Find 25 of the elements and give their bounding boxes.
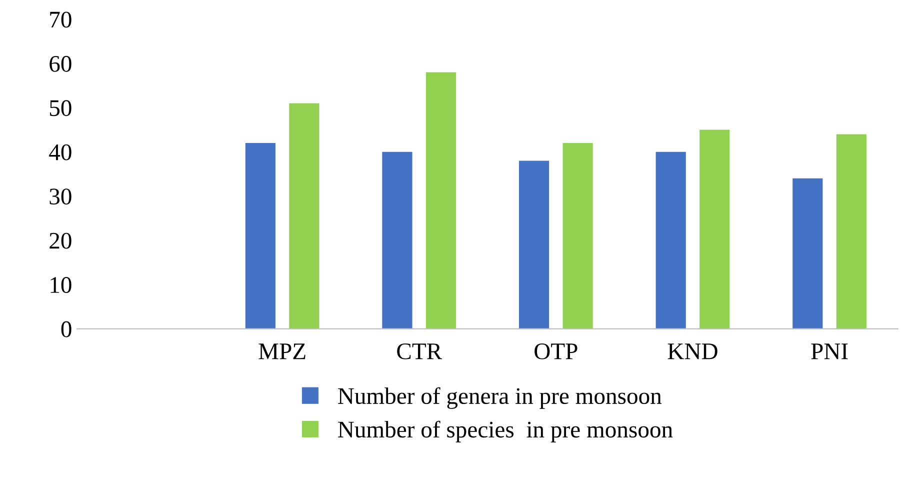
x-tick-label: OTP [534,343,578,360]
y-tick-label: 40 [49,144,72,160]
y-tick-label: 30 [50,188,72,205]
y-tick-label: 20 [50,232,72,249]
y-tick-label: 60 [50,56,72,72]
bar [289,103,320,329]
y-tick-label: 50 [50,100,72,116]
bar [382,152,412,329]
bar [836,134,866,329]
x-tick-label: MPZ [258,344,306,360]
bar [700,130,730,329]
bar [792,178,823,329]
y-tick-label: 70 [50,12,72,28]
legend-label: Number of genera in pre monsoon [338,387,662,409]
y-tick-label: 10 [50,277,72,293]
bar [245,143,276,329]
bar [426,72,456,329]
bar [562,143,593,329]
legend-label: Number of species in pre monsoon [338,420,673,442]
x-tick-label: CTR [397,343,442,360]
y-tick-label: 0 [61,321,72,338]
x-tick-label: KND [668,344,718,360]
bar [656,152,686,329]
bar [518,160,550,329]
x-tick-label: PNI [811,344,848,360]
